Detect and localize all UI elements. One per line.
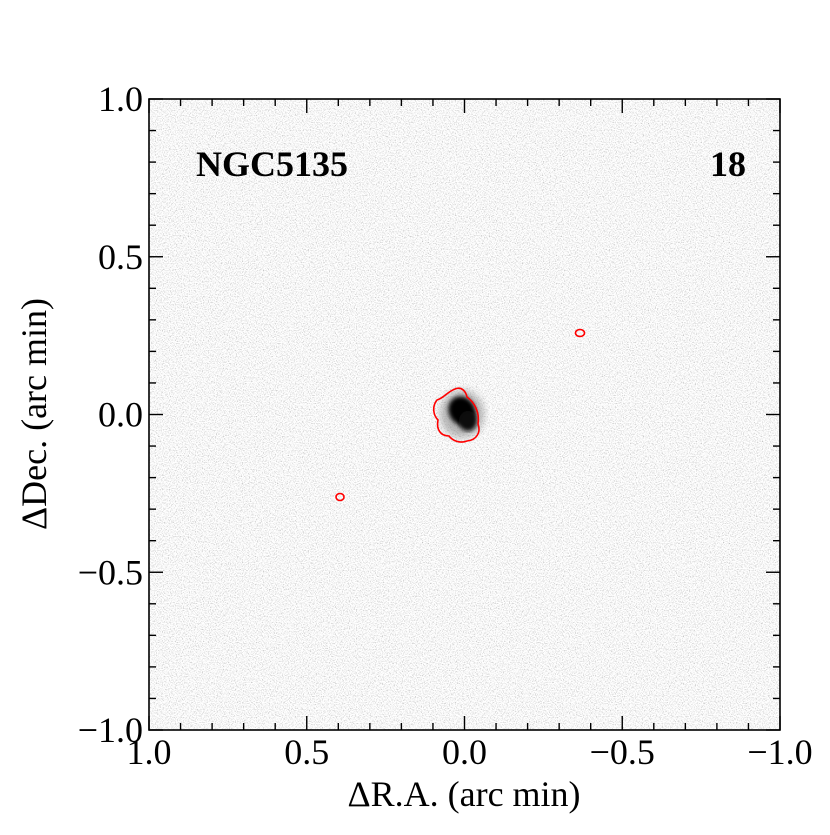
y-tick-label: 1.0: [98, 79, 143, 119]
x-tick-label: 0.5: [284, 732, 329, 772]
y-axis-label: ΔDec. (arc min): [14, 298, 54, 530]
contours: [335, 328, 586, 502]
contour: [432, 387, 480, 443]
x-tick-label: 1.0: [127, 732, 172, 772]
object-name: NGC5135: [196, 144, 348, 184]
x-tick-label: −0.5: [590, 732, 655, 772]
x-tick-label: 0.0: [442, 732, 487, 772]
x-tick-label: −1.0: [747, 732, 812, 772]
y-tick-label: 0.0: [98, 395, 143, 435]
x-axis-label: ΔR.A. (arc min): [347, 774, 580, 814]
sky-image: [149, 99, 780, 730]
y-tick-label: −0.5: [78, 552, 143, 592]
contour: [335, 492, 345, 502]
annotation: 18: [710, 144, 746, 184]
contour: [574, 328, 586, 338]
galaxy-core: [459, 411, 477, 431]
y-tick-label: 0.5: [98, 237, 143, 277]
y-tick-label: −1.0: [78, 710, 143, 750]
